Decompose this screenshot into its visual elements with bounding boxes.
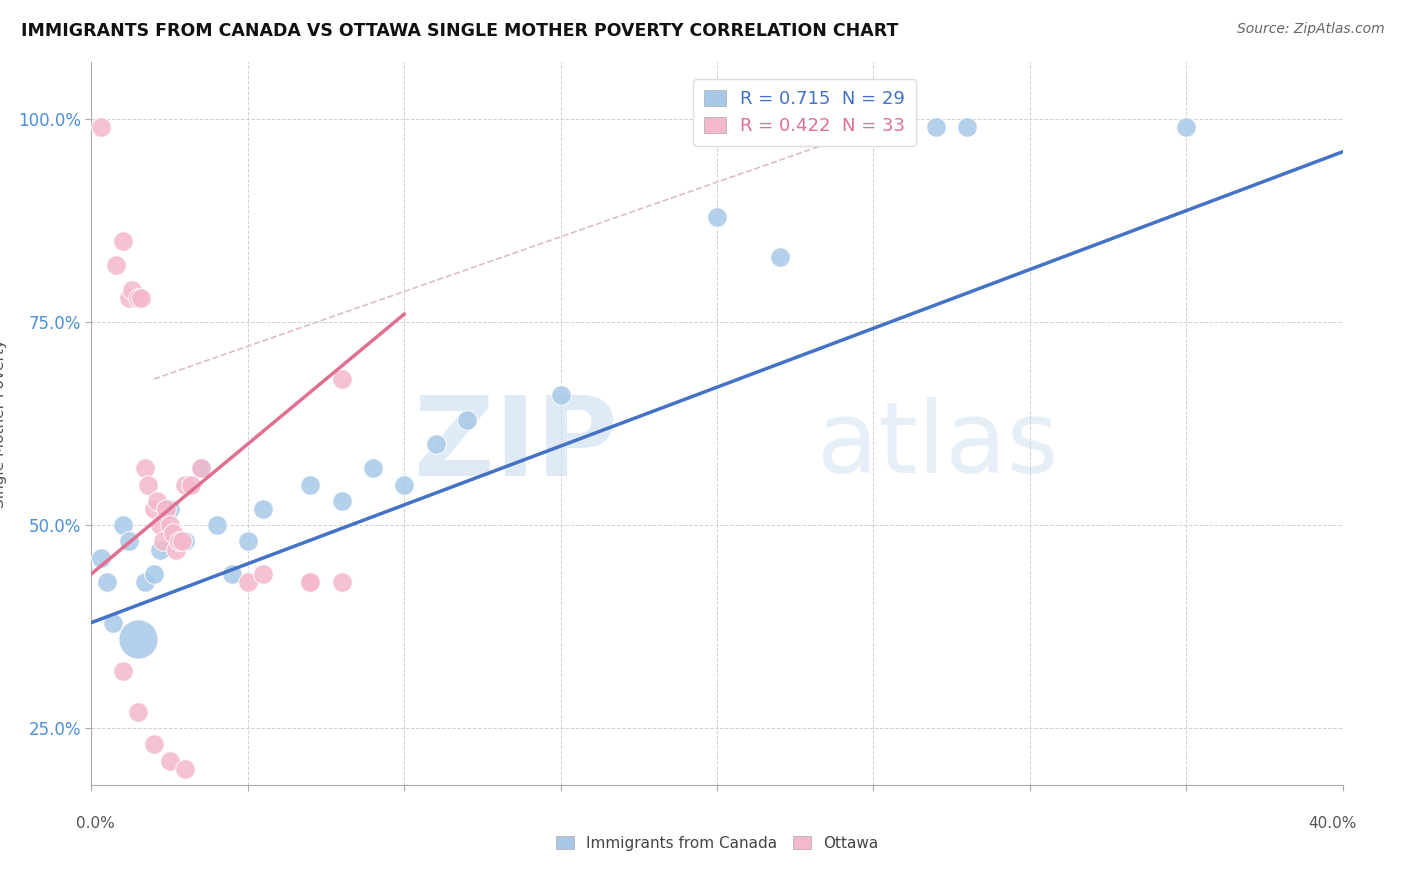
Point (111, 518, 134, 533)
Text: ZIP: ZIP (413, 392, 617, 499)
Point (252, 502, 274, 516)
Text: Source: ZipAtlas.com: Source: ZipAtlas.com (1237, 22, 1385, 37)
Point (1175, 120, 1198, 135)
Point (174, 534, 197, 549)
Point (236, 574, 259, 589)
Point (159, 754, 181, 768)
Point (190, 461, 212, 475)
Text: IMMIGRANTS FROM CANADA VS OTTAWA SINGLE MOTHER POVERTY CORRELATION CHART: IMMIGRANTS FROM CANADA VS OTTAWA SINGLE … (21, 22, 898, 40)
Point (146, 493, 169, 508)
Point (127, 705, 149, 719)
Point (134, 461, 156, 475)
Point (105, 259, 128, 273)
Point (299, 477, 322, 491)
Point (956, 120, 979, 135)
Point (118, 534, 141, 549)
Point (162, 526, 184, 541)
Point (330, 372, 353, 386)
Point (149, 518, 172, 533)
Point (143, 737, 166, 751)
Text: 40.0%: 40.0% (1309, 816, 1357, 831)
Point (172, 534, 194, 549)
Point (111, 234, 134, 248)
Point (143, 566, 166, 581)
Point (299, 574, 322, 589)
Point (550, 388, 572, 402)
Point (167, 534, 190, 549)
Point (392, 477, 415, 491)
Point (159, 502, 181, 516)
Point (174, 762, 197, 776)
Point (925, 120, 948, 135)
Point (111, 665, 134, 679)
Point (330, 493, 353, 508)
Point (330, 574, 353, 589)
Point (152, 534, 174, 549)
Point (143, 502, 166, 516)
Text: 0.0%: 0.0% (76, 816, 115, 831)
Point (361, 461, 384, 475)
Point (180, 477, 202, 491)
Point (127, 291, 149, 305)
Point (174, 477, 197, 491)
Point (456, 412, 478, 426)
Point (252, 566, 274, 581)
Point (131, 291, 153, 305)
Text: atlas: atlas (817, 397, 1059, 494)
Point (299, 574, 322, 589)
Y-axis label: Single Mother Poverty: Single Mother Poverty (0, 339, 7, 508)
Point (90, 120, 112, 135)
Point (90, 550, 112, 565)
Point (236, 534, 259, 549)
Point (103, 615, 125, 630)
Legend: Immigrants from Canada, Ottawa: Immigrants from Canada, Ottawa (550, 830, 884, 857)
Point (862, 120, 884, 135)
Point (165, 542, 187, 557)
Point (190, 461, 212, 475)
Point (149, 542, 172, 557)
Point (159, 518, 181, 533)
Point (155, 502, 177, 516)
Point (706, 210, 728, 224)
Point (121, 283, 143, 297)
Point (118, 291, 141, 305)
Point (425, 437, 447, 451)
Point (134, 574, 156, 589)
Point (221, 566, 243, 581)
Point (96, 574, 118, 589)
Point (205, 518, 228, 533)
Point (127, 632, 149, 646)
Point (136, 477, 159, 491)
Point (768, 250, 790, 264)
